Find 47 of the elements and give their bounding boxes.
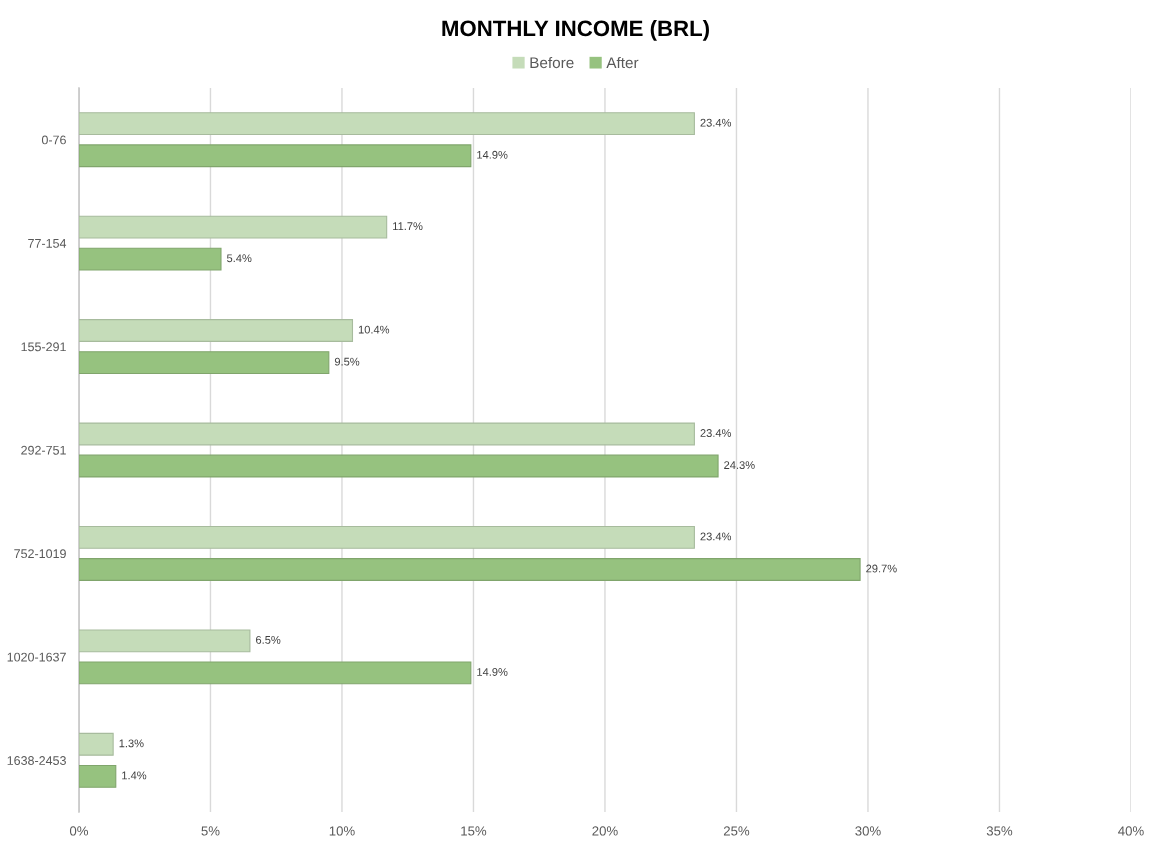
data-label: 10.4% [358, 325, 390, 334]
bar [78, 661, 472, 685]
x-tick-label: 40% [1118, 826, 1144, 836]
y-tick-label: 0-76 [41, 135, 66, 145]
data-label: 14.9% [477, 150, 508, 159]
bar [78, 144, 472, 168]
bar [78, 454, 719, 478]
data-label: 23.4% [700, 532, 732, 541]
y-tick-label: 77-154 [28, 239, 67, 248]
y-tick-label: 292-751 [21, 445, 66, 455]
bar [78, 319, 354, 342]
bar [78, 247, 222, 271]
x-tick-label: 35% [986, 826, 1013, 836]
data-label: 24.3% [724, 461, 755, 470]
data-label: 23.4% [700, 118, 732, 127]
bar [78, 422, 695, 446]
data-label: 1.3% [119, 739, 144, 748]
data-label: 29.7% [866, 564, 897, 573]
bar [78, 112, 695, 136]
x-tick-label: 25% [723, 826, 750, 836]
x-tick-label: 30% [855, 826, 881, 836]
x-tick-label: 0% [69, 826, 89, 836]
bar [78, 215, 388, 239]
data-label: 14.9% [477, 668, 508, 676]
legend-label: Before [530, 56, 574, 69]
y-tick-label: 1020-1637 [7, 652, 66, 662]
x-tick-label: 5% [201, 826, 220, 836]
legend-label: After [606, 56, 639, 69]
data-label: 11.7% [393, 222, 423, 231]
bar [78, 558, 861, 581]
x-tick-label: 20% [592, 826, 618, 836]
bar [78, 764, 117, 788]
data-label: 6.5% [256, 635, 281, 644]
bar [78, 732, 114, 756]
chart-title: MONTHLY INCOME (BRL) [442, 19, 709, 41]
data-label: 1.4% [122, 771, 147, 780]
data-label: 23.4% [700, 429, 732, 437]
x-tick-label: 10% [329, 826, 355, 836]
y-tick-label: 1638-2453 [7, 756, 66, 765]
data-label: 5.4% [226, 254, 252, 263]
bar [78, 351, 330, 375]
y-tick-label: 752-1019 [14, 549, 66, 559]
bar [78, 629, 251, 653]
x-tick-label: 15% [461, 826, 487, 836]
y-tick-label: 155-291 [21, 342, 66, 352]
data-label: 9.5% [334, 357, 360, 366]
bar [78, 525, 695, 549]
